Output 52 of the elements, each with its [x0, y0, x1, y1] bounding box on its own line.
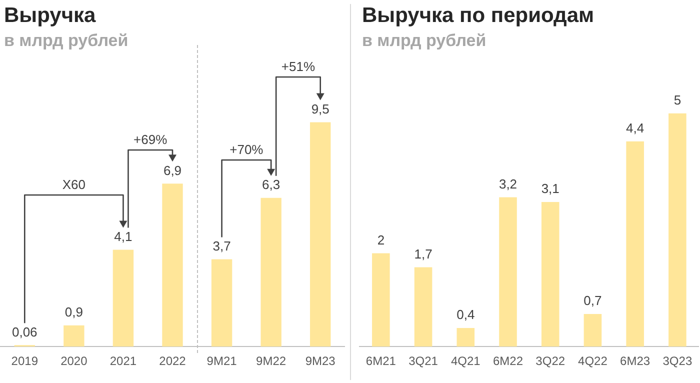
x-tick-label: 2019: [11, 354, 38, 368]
x-tick-label: 6M22: [492, 354, 524, 368]
bar: [499, 197, 517, 347]
bar: [211, 259, 232, 347]
bar: [541, 202, 560, 347]
bar: [456, 328, 475, 347]
data-label: 4,4: [626, 120, 644, 136]
x-tick-label: 2020: [60, 354, 88, 368]
data-label: 0,7: [584, 293, 602, 308]
data-label: 6,3: [262, 176, 280, 192]
data-label: 2: [377, 232, 385, 248]
data-label: 0,4: [456, 307, 475, 322]
annotation: +70%: [230, 142, 264, 158]
x-tick-label: 3Q23: [662, 354, 692, 368]
bar: [112, 250, 134, 347]
bar: [626, 141, 644, 347]
data-label: 4,1: [114, 228, 132, 244]
data-label: 5: [674, 92, 682, 108]
data-label: 3,1: [541, 181, 560, 196]
chart-subtitle: в млрд рублей: [362, 31, 486, 51]
bar: [668, 113, 686, 347]
data-label: 9,5: [311, 101, 330, 116]
annotation: X60: [62, 177, 86, 192]
data-label: 0,06: [12, 324, 38, 340]
data-label: 3,2: [498, 176, 518, 192]
bar: [310, 122, 331, 347]
x-tick-label: 9M22: [256, 354, 286, 368]
x-tick-label: 4Q21: [450, 354, 481, 368]
x-tick-label: 2022: [159, 354, 186, 368]
bar: [162, 184, 183, 347]
bar: [64, 325, 84, 347]
x-tick-label: 3Q21: [408, 354, 438, 368]
chart-subtitle: в млрд рублей: [4, 31, 128, 51]
data-label: 6,9: [163, 162, 182, 178]
chart-title: Выручка по периодам: [362, 4, 594, 28]
chart-title: Выручка: [4, 4, 96, 28]
data-label: 0,9: [64, 304, 83, 320]
x-tick-label: 3Q22: [536, 354, 566, 368]
text: +51%: [281, 59, 316, 74]
bar: [584, 314, 602, 347]
data-label: 3,7: [212, 238, 231, 254]
x-tick-label: 6M21: [366, 354, 396, 368]
x-tick-label: 2021: [110, 354, 137, 368]
data-label: 1,7: [414, 246, 432, 262]
bar: [372, 253, 390, 347]
bar: [260, 198, 282, 347]
x-tick-label: 9M23: [305, 354, 336, 368]
x-tick-label: 9M21: [206, 354, 238, 368]
x-tick-label: 4Q22: [578, 354, 608, 368]
x-tick-label: 6M23: [620, 354, 650, 368]
bar: [414, 267, 432, 347]
annotation: +69%: [134, 132, 168, 148]
